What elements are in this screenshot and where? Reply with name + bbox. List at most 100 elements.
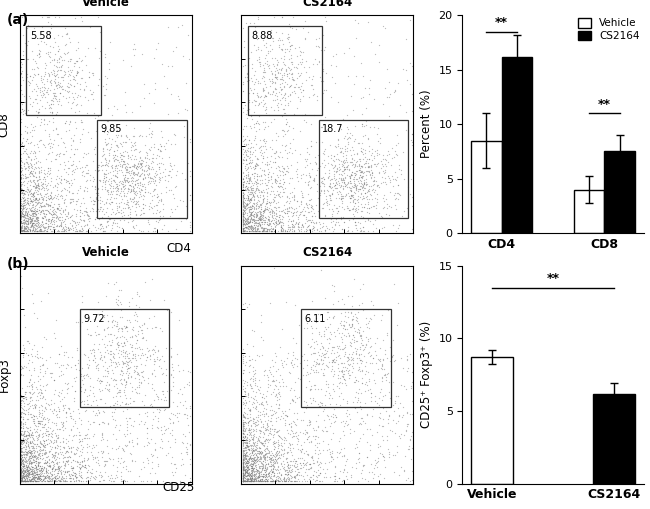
Point [249, 475, 259, 484]
Point [27, 452, 37, 460]
Point [263, 470, 273, 478]
Point [167, 363, 177, 371]
Point [325, 217, 335, 225]
Point [98, 175, 109, 183]
Point [40, 474, 51, 482]
Point [42, 188, 53, 196]
Point [23, 440, 33, 448]
Point [276, 227, 286, 235]
Point [239, 194, 249, 202]
Point [40, 456, 50, 464]
Point [313, 227, 324, 235]
Point [25, 197, 35, 206]
Point [277, 215, 287, 223]
Point [263, 472, 273, 480]
Point [356, 174, 366, 182]
Point [265, 427, 276, 435]
Point [237, 463, 248, 471]
Point [260, 436, 270, 444]
Point [275, 148, 285, 156]
Point [149, 396, 159, 404]
Point [40, 404, 51, 412]
Point [246, 421, 256, 430]
Point [242, 196, 253, 204]
Point [146, 458, 157, 466]
Point [52, 108, 62, 116]
Point [384, 211, 394, 219]
Point [21, 149, 31, 157]
Point [116, 350, 126, 358]
Point [135, 190, 145, 198]
Point [249, 467, 259, 475]
Point [166, 139, 176, 148]
Point [240, 436, 250, 444]
Point [343, 329, 353, 337]
Point [55, 79, 65, 88]
Point [111, 345, 121, 353]
Point [27, 456, 38, 464]
Point [65, 476, 75, 485]
Point [247, 464, 257, 472]
Point [249, 459, 259, 467]
Text: **: ** [598, 98, 611, 111]
Point [29, 188, 39, 196]
Point [348, 348, 358, 356]
Point [18, 178, 29, 186]
Point [401, 428, 411, 436]
Point [280, 45, 291, 53]
Point [261, 400, 272, 408]
Point [255, 221, 265, 229]
Point [350, 388, 361, 397]
Point [58, 474, 69, 482]
Point [281, 454, 292, 462]
Point [16, 477, 27, 486]
Point [156, 435, 166, 443]
Point [247, 216, 257, 224]
Point [64, 83, 75, 91]
Point [116, 444, 127, 453]
Point [258, 207, 268, 215]
Point [280, 101, 290, 109]
Point [381, 195, 391, 204]
Point [112, 333, 122, 341]
Point [51, 92, 61, 100]
Point [107, 205, 118, 213]
Point [51, 441, 62, 449]
Point [61, 168, 72, 176]
Point [319, 327, 330, 335]
Point [237, 168, 248, 176]
Point [154, 139, 164, 148]
Point [100, 332, 110, 340]
Point [268, 465, 278, 473]
Point [361, 341, 371, 349]
Point [36, 477, 47, 486]
Point [29, 219, 40, 227]
Point [241, 222, 252, 231]
Point [62, 87, 72, 95]
Point [275, 215, 285, 223]
Point [138, 166, 149, 174]
Point [311, 358, 321, 366]
Point [97, 431, 107, 439]
Point [52, 183, 62, 191]
Point [26, 467, 36, 475]
Point [316, 186, 326, 194]
Point [24, 455, 34, 463]
Point [21, 207, 31, 215]
Point [270, 203, 281, 211]
Point [277, 212, 287, 220]
Point [131, 361, 142, 370]
Point [133, 179, 144, 187]
Point [72, 164, 83, 172]
Point [129, 40, 139, 48]
Point [20, 476, 30, 485]
Point [267, 225, 278, 233]
Text: (b): (b) [6, 257, 29, 271]
Point [256, 447, 266, 456]
Point [363, 386, 374, 394]
Point [32, 472, 43, 480]
Point [38, 214, 48, 222]
Point [148, 209, 158, 217]
Point [84, 217, 94, 225]
Point [268, 87, 278, 95]
